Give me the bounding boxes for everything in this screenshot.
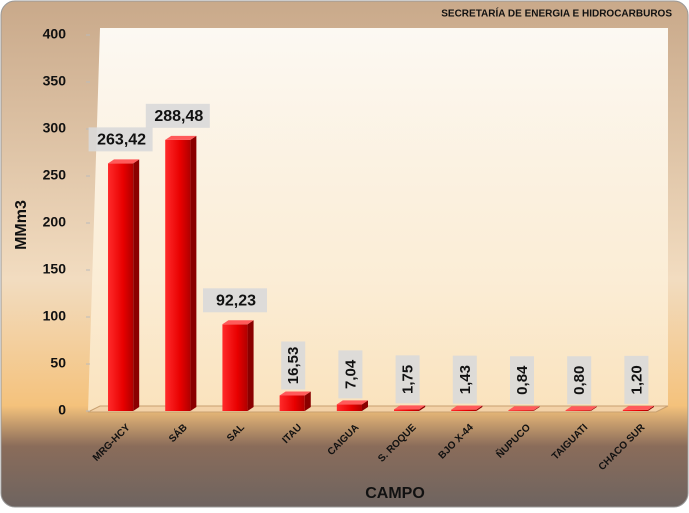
data-label: 1,75 <box>400 365 417 394</box>
y-tick-label: 400 <box>43 26 67 42</box>
data-label-box <box>567 356 592 405</box>
chart-title: SECRETARÍA DE ENERGIA E HIDROCARBUROS <box>441 7 672 20</box>
y-tick-label: 0 <box>58 402 66 418</box>
bar <box>279 391 311 411</box>
bar-top <box>279 391 311 396</box>
bar-front <box>108 163 134 411</box>
bar-top <box>336 400 368 405</box>
data-label: 263,42 <box>97 132 146 149</box>
bar-side <box>190 135 197 411</box>
y-tick-label: 50 <box>50 355 66 371</box>
data-label-box <box>510 356 534 405</box>
bar-side <box>476 405 483 411</box>
bar-front <box>222 324 248 411</box>
y-tick-label: 200 <box>43 214 67 230</box>
bar-top <box>165 135 197 140</box>
bar-top <box>108 159 140 164</box>
bar-front <box>165 139 191 411</box>
y-tick-label: 150 <box>43 261 67 277</box>
bar-front <box>394 409 420 411</box>
bar-side <box>133 159 140 411</box>
bar <box>508 406 540 411</box>
data-label: 92,23 <box>216 293 256 310</box>
y-tick-label: 250 <box>43 167 67 183</box>
data-label: 1,20 <box>628 365 645 394</box>
data-label-box <box>145 103 210 128</box>
bar-front <box>279 395 305 411</box>
bar-side <box>361 400 368 411</box>
bar-front <box>622 409 648 411</box>
bar <box>165 135 197 411</box>
y-tick-label: 100 <box>43 308 67 324</box>
data-label: 1,43 <box>457 365 474 394</box>
x-axis-label: CAMPO <box>365 485 425 502</box>
bar-front <box>508 410 534 411</box>
bar <box>622 405 654 411</box>
data-label-box <box>338 350 363 399</box>
bar-top <box>565 406 597 411</box>
y-tick-label: 300 <box>43 120 67 136</box>
bar <box>336 400 368 411</box>
bar-top <box>508 406 540 411</box>
plot-wall <box>88 28 668 412</box>
data-label: 16,53 <box>285 347 302 385</box>
data-label-box <box>203 288 267 313</box>
y-tick-label: 350 <box>43 73 67 89</box>
bar <box>451 405 483 411</box>
bar-top <box>394 405 426 410</box>
bar <box>565 406 597 411</box>
bar-top <box>222 320 254 325</box>
bar-front <box>336 404 362 411</box>
bar-top <box>622 405 654 410</box>
bar-front <box>565 410 591 411</box>
bar-side <box>533 406 540 411</box>
bar-front <box>451 409 477 411</box>
data-label: 288,48 <box>154 108 203 125</box>
bar-top <box>451 405 483 410</box>
bar-side <box>647 405 654 411</box>
data-label-box <box>281 341 306 390</box>
y-axis-label: MMm3 <box>13 200 30 250</box>
bar-side <box>419 405 426 411</box>
bar-side <box>304 391 311 411</box>
bar <box>394 405 426 411</box>
bar <box>222 320 254 411</box>
data-label: 7,04 <box>342 359 359 389</box>
data-label: 0,84 <box>514 365 531 395</box>
data-label: 0,80 <box>571 366 588 395</box>
data-label-box <box>88 127 153 152</box>
bar-side <box>247 320 254 411</box>
data-label-box <box>395 355 420 404</box>
bar <box>108 159 140 411</box>
data-label-box <box>452 355 477 404</box>
data-label-box <box>624 355 649 404</box>
bar-side <box>590 406 597 411</box>
